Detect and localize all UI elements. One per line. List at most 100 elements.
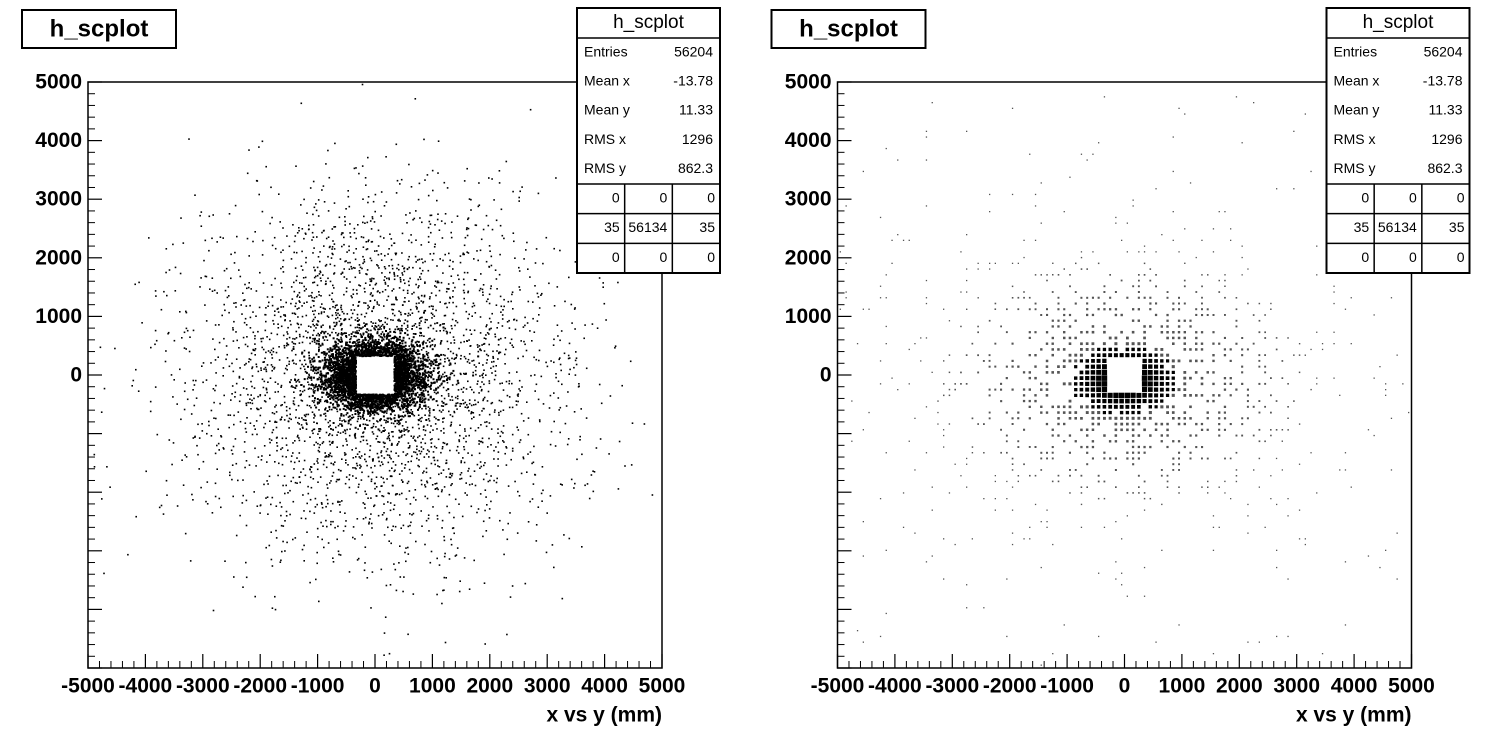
point	[334, 386, 337, 389]
point	[258, 306, 261, 309]
point	[332, 385, 335, 388]
point	[368, 455, 371, 458]
point	[402, 349, 404, 352]
point	[386, 437, 389, 440]
point	[277, 327, 280, 329]
point	[345, 343, 348, 346]
point	[355, 237, 357, 240]
point	[246, 417, 248, 419]
point	[336, 367, 339, 369]
point	[299, 367, 302, 370]
point	[507, 485, 510, 487]
point	[212, 388, 215, 390]
point	[565, 405, 568, 407]
point	[225, 358, 227, 361]
point	[429, 438, 432, 441]
point	[345, 260, 347, 262]
point	[465, 440, 467, 443]
point	[415, 305, 417, 308]
point	[573, 411, 576, 413]
point	[254, 348, 257, 350]
point	[378, 334, 380, 337]
point	[365, 331, 367, 333]
point	[281, 550, 283, 553]
point	[201, 430, 204, 432]
point	[276, 442, 278, 444]
point	[479, 316, 482, 318]
point	[396, 267, 398, 270]
point	[345, 367, 348, 370]
point	[508, 382, 510, 385]
point	[385, 201, 388, 203]
point	[548, 407, 551, 409]
point	[365, 400, 368, 403]
point	[363, 410, 366, 412]
point	[374, 465, 376, 467]
point	[355, 477, 357, 479]
point	[293, 290, 296, 293]
point	[336, 410, 339, 413]
point	[384, 321, 386, 324]
point	[417, 386, 419, 389]
point	[436, 459, 439, 462]
point	[484, 489, 487, 491]
point	[481, 381, 483, 383]
point	[348, 367, 351, 370]
point	[487, 354, 490, 357]
point	[362, 431, 365, 433]
point	[354, 370, 357, 373]
point	[383, 334, 385, 337]
point	[301, 250, 303, 253]
point	[477, 350, 480, 353]
point	[244, 343, 247, 346]
point	[333, 344, 336, 347]
point	[289, 489, 291, 492]
point	[350, 409, 352, 412]
point	[293, 468, 295, 470]
point	[265, 165, 267, 168]
point	[331, 314, 334, 317]
point	[345, 413, 348, 416]
point	[568, 537, 571, 540]
point	[293, 251, 295, 254]
point	[254, 231, 256, 233]
point	[354, 432, 357, 435]
point	[343, 332, 346, 335]
point	[385, 421, 387, 424]
point	[344, 432, 347, 435]
point	[263, 483, 265, 486]
point	[529, 330, 531, 332]
point	[398, 357, 401, 360]
point	[363, 322, 365, 324]
point	[490, 321, 492, 323]
point	[574, 261, 577, 263]
point	[284, 550, 286, 552]
point	[383, 237, 385, 239]
point	[389, 502, 392, 504]
point	[423, 355, 426, 358]
point	[302, 335, 305, 338]
point	[313, 329, 315, 332]
point	[503, 298, 505, 301]
point	[359, 440, 362, 443]
point	[500, 400, 503, 403]
point	[328, 383, 331, 386]
point	[346, 406, 348, 409]
point	[560, 330, 563, 332]
point	[367, 393, 370, 396]
point	[293, 403, 296, 406]
point	[235, 534, 238, 537]
point	[358, 411, 361, 414]
point	[505, 380, 508, 383]
point	[458, 590, 461, 593]
point	[533, 331, 536, 333]
point	[421, 525, 423, 527]
point	[429, 367, 431, 370]
point	[433, 367, 436, 370]
point	[316, 284, 319, 287]
point	[420, 360, 423, 363]
point	[228, 295, 230, 297]
point	[483, 342, 486, 345]
point	[414, 364, 417, 367]
